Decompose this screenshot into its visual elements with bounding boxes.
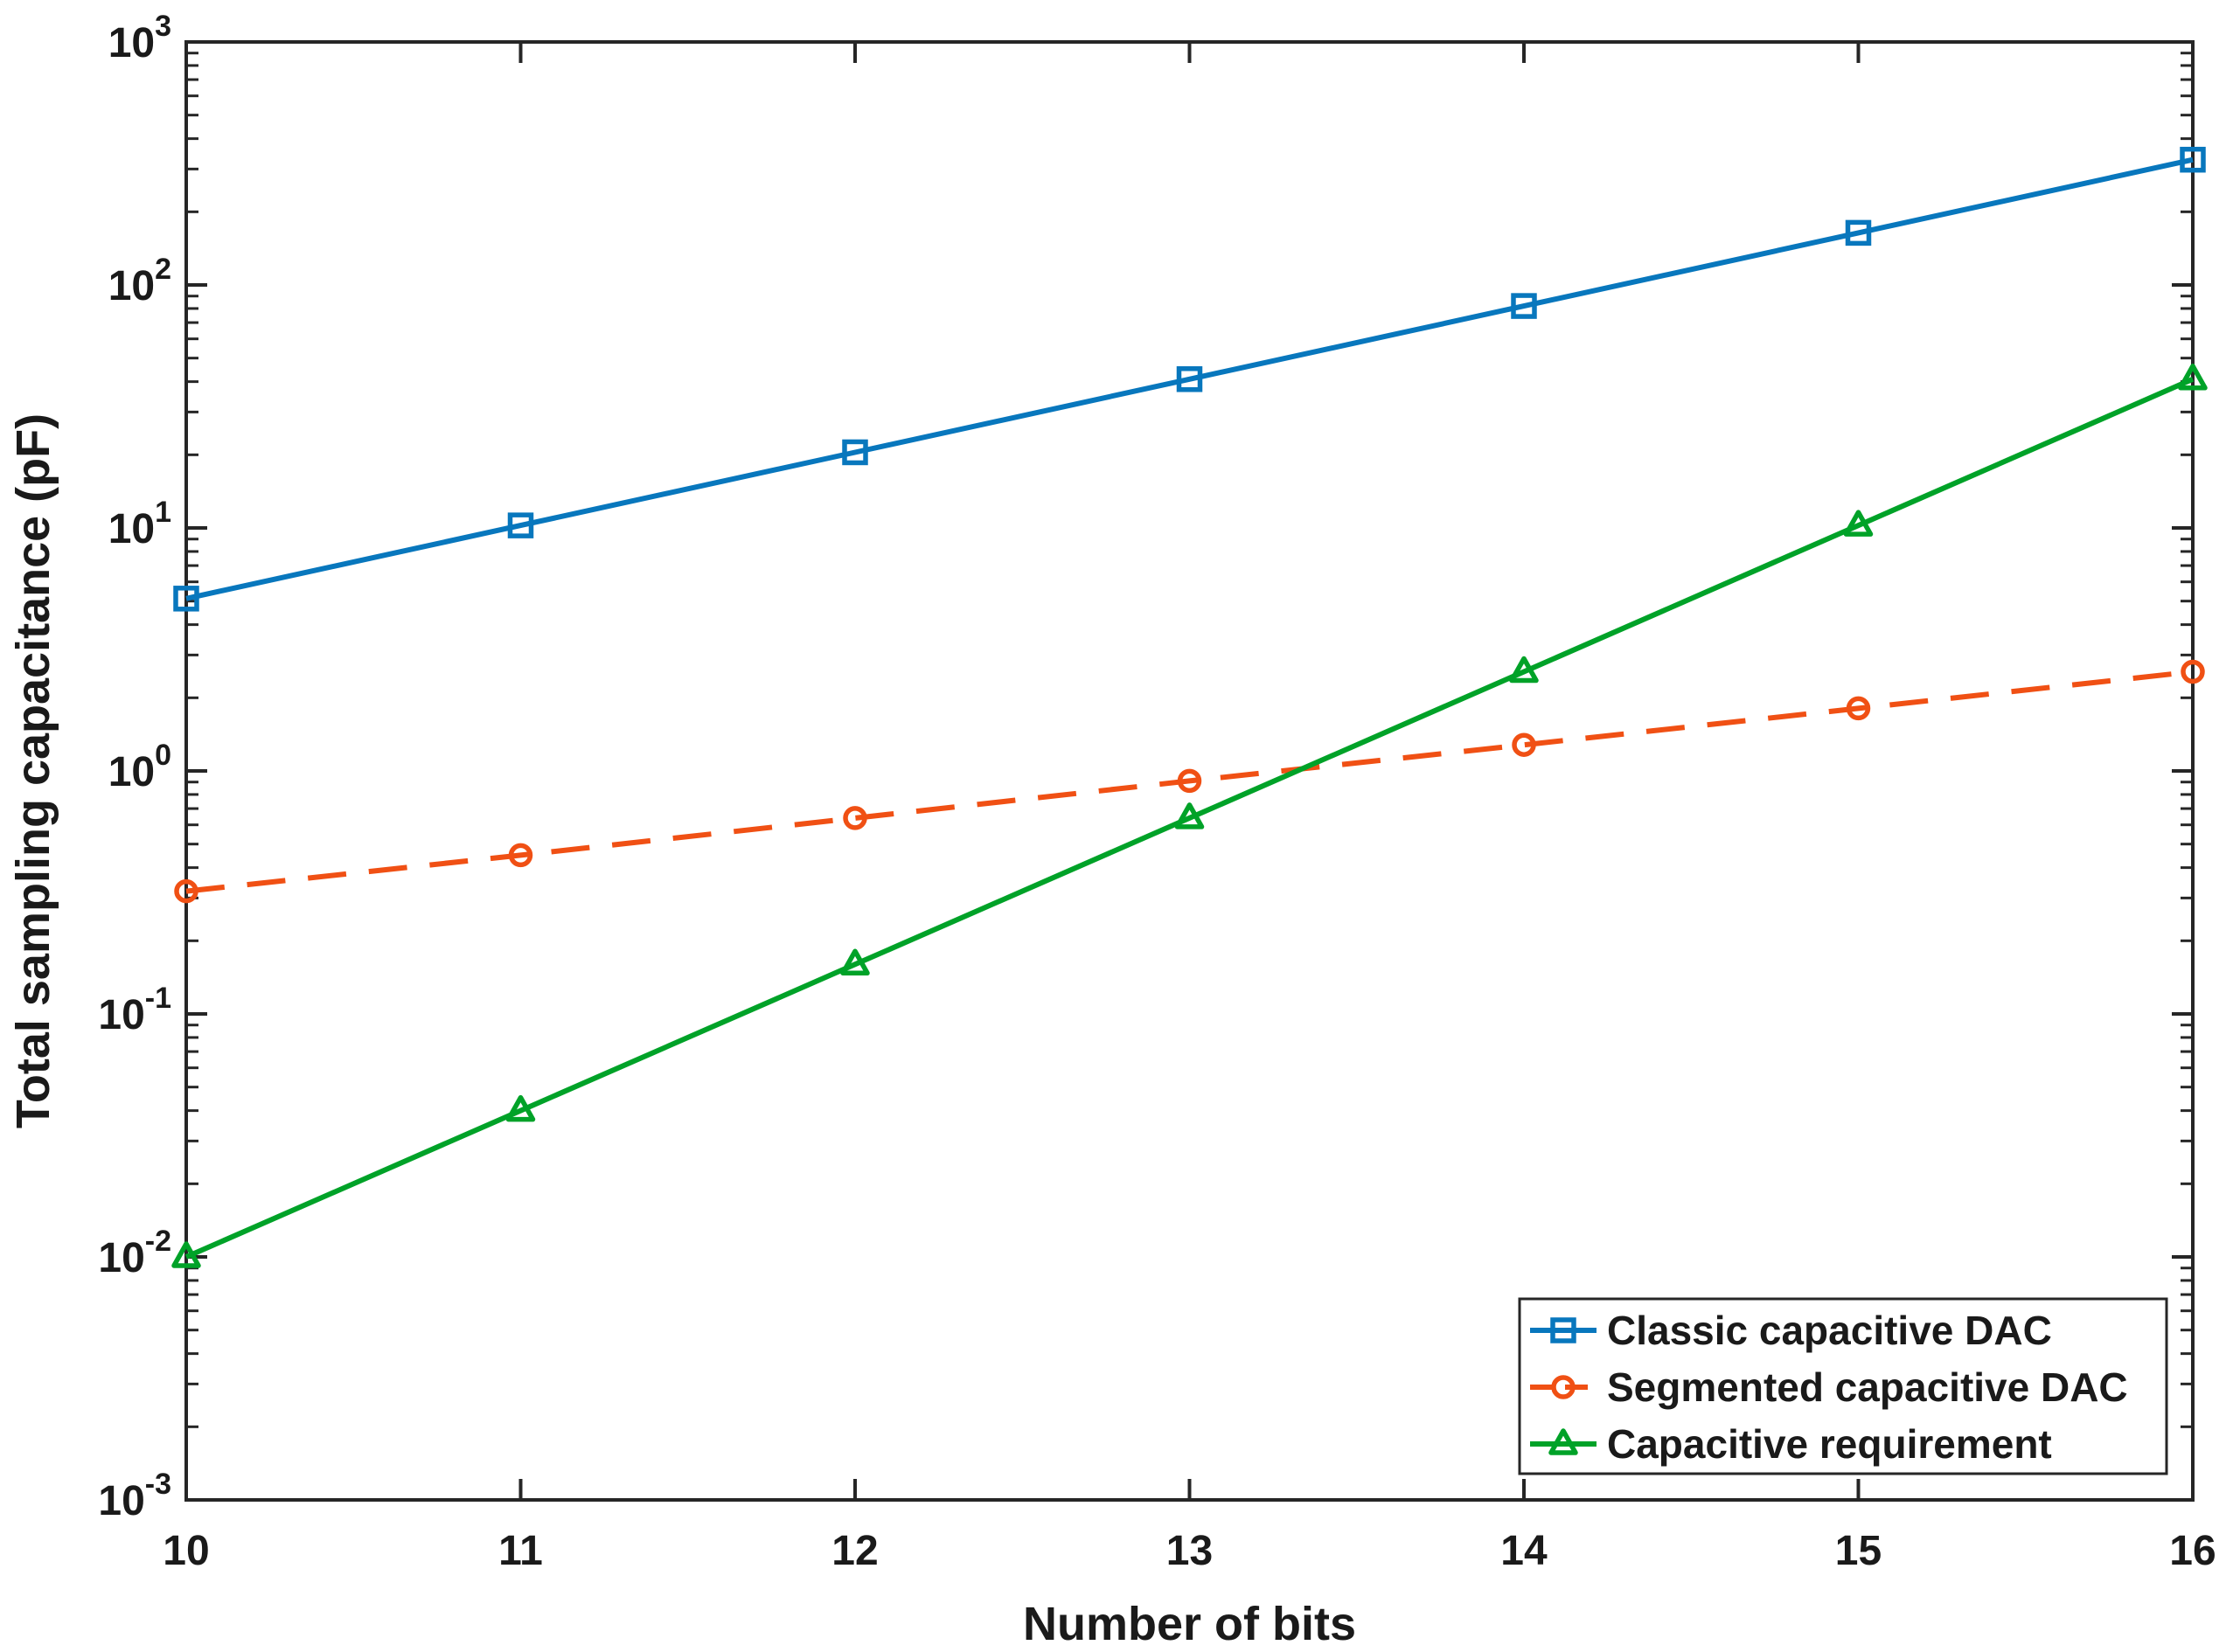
y-axis-minor-ticks [186, 52, 2193, 1428]
series-classic-capacitive-dac-line [185, 156, 2194, 601]
legend: Classic capacitive DAC Segmented capaciti… [1518, 1297, 2168, 1475]
legend-entry-segmented-capacitive-dac: Segmented capacitive DAC [1530, 1364, 2128, 1410]
x-axis-tick-label: 11 [498, 1528, 543, 1574]
series-capacitive-requirement-marker [505, 1094, 536, 1122]
series-segmented-capacitive-dac [174, 659, 2205, 904]
legend-entry-capacitive-requirement: Capacitive requirement [1530, 1421, 2052, 1467]
legend-label: Segmented capacitive DAC [1607, 1364, 2128, 1410]
legend-capacitive-requirement-marker [1548, 1428, 1578, 1455]
series-classic-capacitive-dac-marker [507, 512, 534, 538]
series-capacitive-requirement-line [184, 377, 2195, 1260]
series-capacitive-requirement-marker [1174, 802, 1205, 829]
series-capacitive-requirement-marker [2178, 364, 2208, 391]
series-capacitive-requirement-marker [1509, 656, 1539, 684]
series-segmented-capacitive-dac-marker [843, 806, 867, 830]
legend-border [1518, 1297, 2168, 1475]
x-axis-tick-label: 13 [1166, 1528, 1213, 1574]
series-segmented-capacitive-dac-marker [1846, 696, 1871, 721]
y-axis-tick-label: 102 [108, 253, 171, 309]
y-axis-tick-label: 101 [108, 496, 171, 552]
series-classic-capacitive-dac-marker [1845, 219, 1872, 246]
series-segmented-capacitive-dac-marker [2181, 659, 2205, 684]
series-classic-capacitive-dac-marker [173, 586, 199, 612]
series-capacitive-requirement-marker [171, 1241, 201, 1268]
series-segmented-capacitive-dac-marker [1512, 732, 1536, 757]
x-axis-tick-label: 14 [1500, 1528, 1548, 1574]
legend-label: Classic capacitive DAC [1607, 1308, 2052, 1353]
x-axis-tick-label: 16 [2169, 1528, 2216, 1574]
series-capacitive-requirement [171, 364, 2208, 1268]
series-capacitive-requirement-marker [840, 948, 870, 975]
y-axis-title: Total sampling capacitance (pF) [7, 413, 59, 1128]
legend-entry-classic-capacitive-dac: Classic capacitive DAC [1530, 1308, 2052, 1353]
x-axis: 10 11 12 13 14 15 16 [163, 42, 2216, 1574]
series-classic-capacitive-dac-marker [2180, 146, 2206, 173]
x-axis-tick-label: 12 [831, 1528, 878, 1574]
y-axis: 103 102 101 100 10-1 10-2 10-3 [98, 10, 2193, 1524]
x-axis-title: Number of bits [1023, 1598, 1356, 1650]
series-segmented-capacitive-dac-marker [1177, 768, 1202, 794]
y-axis-tick-label: 10-2 [98, 1225, 171, 1281]
series-classic-capacitive-dac-marker [842, 439, 868, 466]
legend-label: Capacitive requirement [1607, 1421, 2052, 1467]
series-classic-capacitive-dac [173, 146, 2206, 612]
legend-classic-capacitive-dac-marker [1550, 1317, 1576, 1343]
x-axis-tick-label: 10 [163, 1528, 209, 1574]
y-axis-tick-label: 10-1 [98, 982, 171, 1038]
series-classic-capacitive-dac-marker [1511, 293, 1537, 319]
series-classic-capacitive-dac-marker [1176, 366, 1203, 392]
x-axis-tick-label: 15 [1835, 1528, 1882, 1574]
series-segmented-capacitive-dac-marker [508, 843, 533, 868]
y-axis-tick-label: 10-3 [98, 1468, 171, 1524]
y-axis-tick-label: 103 [108, 10, 171, 66]
series-segmented-capacitive-dac-marker [174, 878, 198, 904]
series-segmented-capacitive-dac-line [185, 669, 2194, 894]
series-capacitive-requirement-marker [1843, 510, 1874, 537]
legend-segmented-capacitive-dac-marker [1551, 1375, 1576, 1399]
y-axis-tick-label: 100 [108, 739, 171, 795]
